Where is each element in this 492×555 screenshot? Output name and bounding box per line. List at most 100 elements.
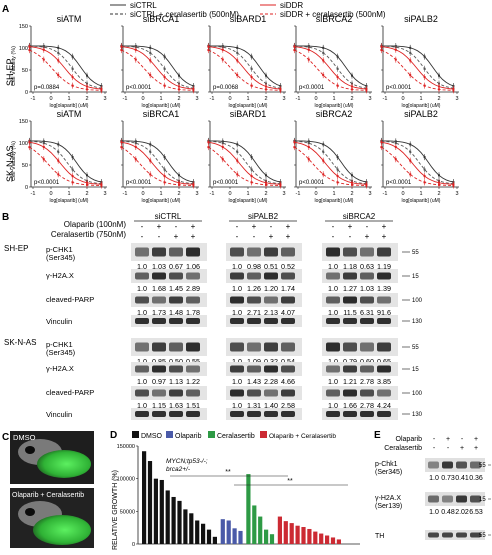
band-quantification: 1.48 — [169, 308, 183, 317]
olaparib-sign: + — [446, 436, 450, 443]
y-tick-label: 100 — [19, 141, 28, 147]
data-point — [336, 76, 339, 79]
blot-band — [326, 272, 340, 280]
data-point — [178, 174, 180, 177]
data-point — [380, 49, 383, 52]
x-axis-label: log[olaparib] (uM) — [229, 103, 268, 109]
band-quantification: 0.55 — [186, 357, 200, 366]
fit-curve — [121, 140, 194, 185]
data-point — [71, 156, 74, 159]
band-quantification: 2.78 — [360, 377, 374, 386]
fit-curve — [208, 140, 281, 185]
blot-band — [247, 342, 261, 352]
band-quantification: 0.79 — [343, 357, 357, 366]
bar — [307, 528, 312, 544]
bar — [238, 530, 243, 544]
olaparib-sign: + — [252, 222, 257, 231]
data-point — [149, 173, 152, 176]
fit-curve — [208, 46, 281, 90]
x-tick-label: 3 — [368, 96, 371, 102]
blot-band — [428, 532, 439, 538]
blot-band — [230, 342, 244, 352]
data-point — [265, 183, 267, 186]
y-tick-label: 100 — [19, 46, 28, 52]
band-quantification: 0.63 — [360, 262, 374, 271]
band-quantification: 0.36 — [469, 475, 483, 482]
data-point — [409, 51, 412, 54]
blot-band — [169, 389, 183, 397]
x-axis-label: log[olaparib] (uM) — [142, 198, 181, 204]
band-quantification: 0.97 — [152, 377, 166, 386]
blot-strip — [425, 458, 485, 472]
band-quantification: 0.32 — [264, 357, 278, 366]
data-point — [380, 146, 383, 149]
mw-marker: 130 — [412, 412, 423, 418]
blot-band — [152, 342, 166, 352]
bar — [232, 528, 237, 544]
olaparib-sign: - — [270, 222, 273, 231]
dose-response-plot: -1 0 1 2 3 log[olaparib] (uM) siBRCA2 p<0.0001 — [293, 109, 372, 204]
panel-e-letter: E — [374, 430, 381, 441]
data-point — [250, 156, 253, 159]
data-point — [394, 58, 397, 61]
data-point — [71, 84, 74, 87]
x-tick-label: 1 — [159, 96, 162, 102]
blot-band — [456, 532, 467, 538]
data-point — [265, 174, 267, 177]
blot-band — [343, 389, 357, 397]
data-point — [438, 88, 440, 91]
fit-curve — [208, 140, 281, 183]
band-quantification: 0.41 — [455, 475, 469, 482]
data-point — [351, 174, 353, 177]
data-point — [134, 48, 137, 51]
band-quantification: 2.58 — [281, 401, 295, 410]
ceralasertib-sign: - — [141, 232, 144, 241]
data-point — [178, 88, 180, 91]
e-olaparib-label: Olaparib — [396, 436, 423, 443]
data-point — [423, 84, 426, 87]
data-point — [293, 146, 296, 149]
olaparib-sign: + — [348, 222, 353, 231]
bar — [142, 451, 147, 544]
olaparib-sign: - — [332, 222, 335, 231]
y-tick-label: 150 — [19, 119, 28, 125]
blot-band — [135, 365, 149, 373]
data-point — [438, 74, 440, 77]
data-point — [86, 183, 88, 186]
x-tick-label: -1 — [296, 191, 301, 197]
band-quantification: 1.0 — [137, 377, 147, 386]
y-tick-label: 100000 — [117, 477, 135, 483]
marker-site: (Ser139) — [375, 503, 402, 510]
data-point — [322, 51, 325, 54]
marker-name: p-Chk1 — [375, 461, 398, 468]
panel-c-letter: C — [2, 432, 9, 443]
x-tick-label: 0 — [314, 191, 317, 197]
blot-band — [169, 411, 183, 417]
fit-curve — [208, 45, 281, 87]
marker-label: p-CHK1(Ser345) — [46, 245, 76, 262]
x-tick-label: 0 — [49, 191, 52, 197]
y-axis-label: RELATIVE GROWTH (%) — [112, 470, 119, 550]
x-tick-label: -1 — [210, 96, 215, 102]
data-point — [28, 49, 31, 52]
fit-curve — [208, 146, 281, 186]
data-point — [57, 150, 60, 153]
data-point — [57, 59, 60, 62]
x-tick-label: 3 — [103, 96, 106, 102]
blot-band — [247, 247, 261, 257]
x-axis-label: log[olaparib] (uM) — [50, 198, 89, 204]
band-quantification: 1.26 — [247, 284, 261, 293]
mw-marker: 55 — [412, 345, 419, 351]
band-quantification: 1.0 — [137, 357, 147, 366]
blot-band — [230, 365, 244, 373]
blot-band — [343, 318, 357, 324]
fit-curve — [29, 140, 102, 183]
dose-response-plot: -1 0 1 2 3 log[olaparib] (uM) siPALB2 p<0.0001 — [380, 109, 459, 204]
bar — [336, 539, 341, 544]
bar — [319, 533, 324, 544]
data-point — [86, 174, 88, 177]
band-quantification: 1.0 — [137, 262, 147, 271]
data-point — [163, 156, 166, 159]
olaparib-sign: + — [191, 222, 196, 231]
